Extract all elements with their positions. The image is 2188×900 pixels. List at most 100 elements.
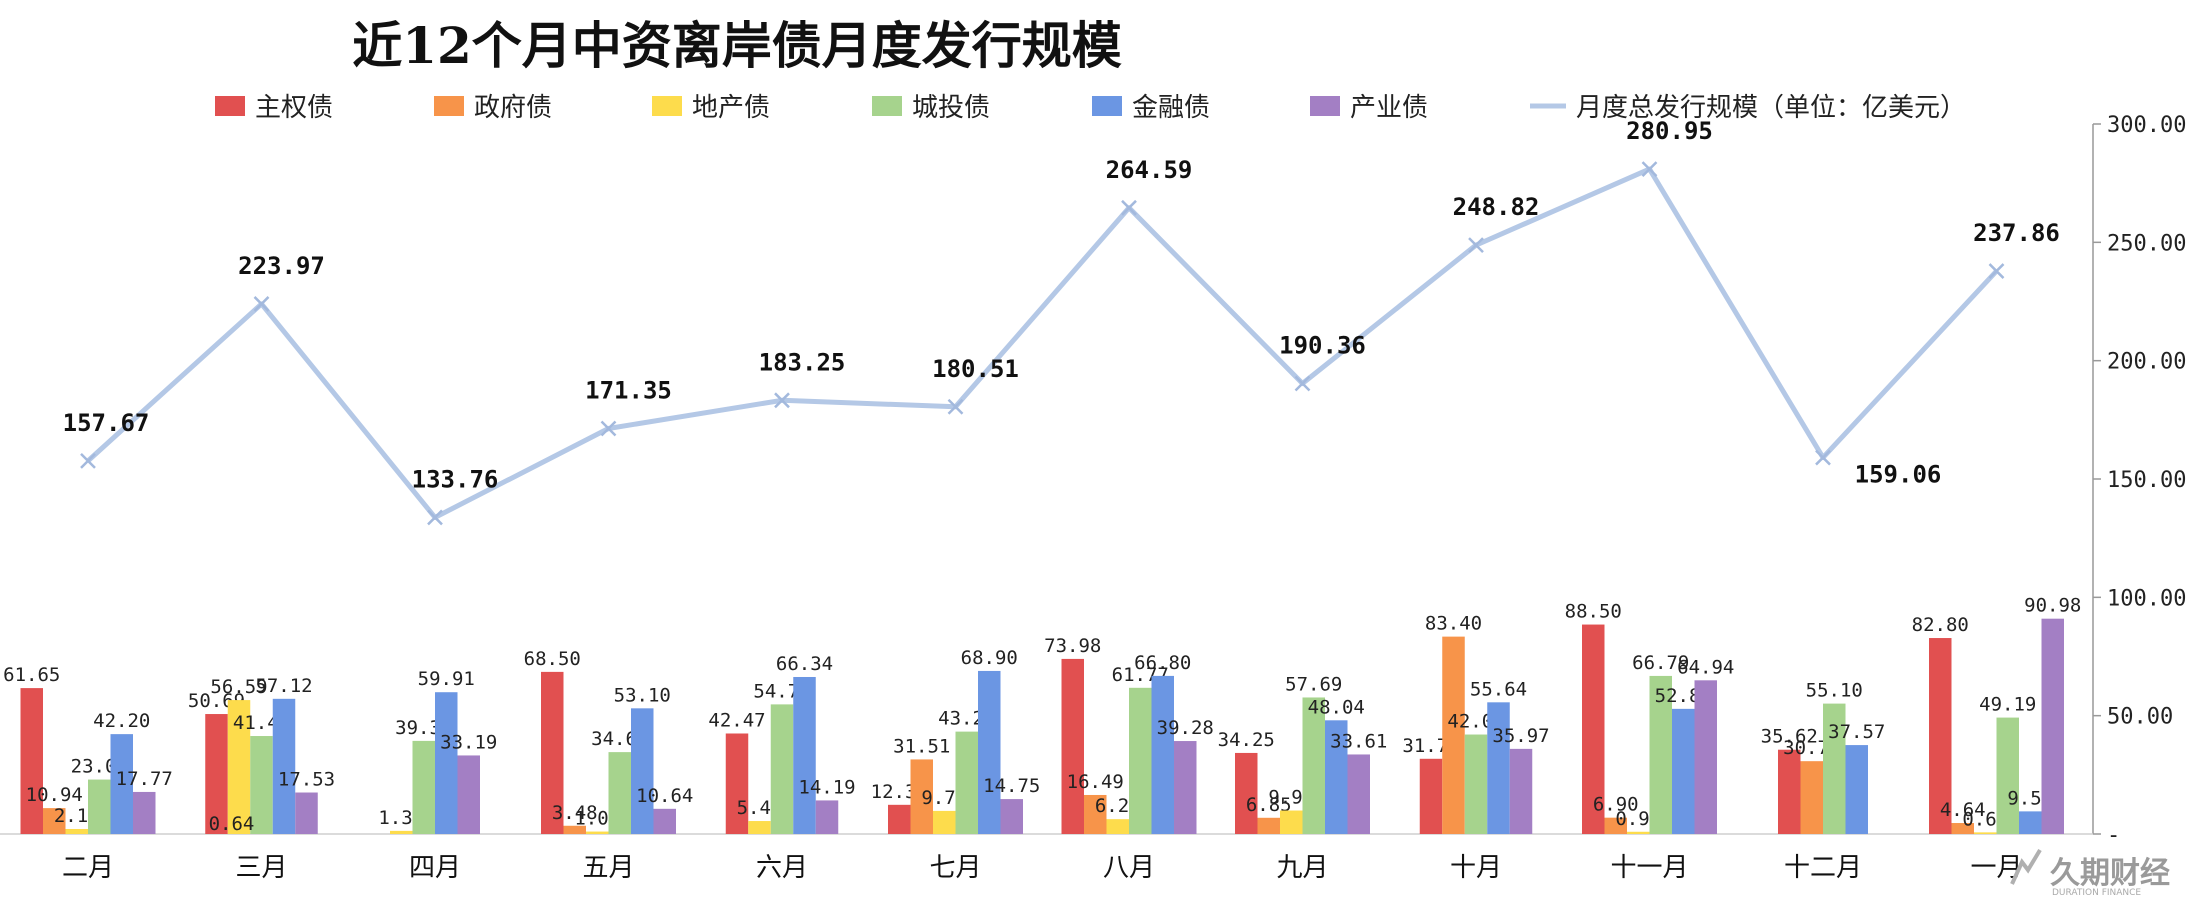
x-category-label-0: 二月 (62, 853, 114, 883)
bar-value-label-0-3: 68.50 (524, 648, 581, 670)
bar-4-6 (1151, 675, 1174, 834)
bar-4-7 (1325, 720, 1348, 834)
bar-value-label-1-3: 3.48 (552, 802, 598, 824)
bar-3-7 (1302, 697, 1325, 834)
bar-value-label-5-3: 10.64 (636, 785, 693, 807)
bar-1-7 (1257, 817, 1280, 834)
x-category-label-6: 八月 (1103, 853, 1155, 883)
bar-5-7 (1347, 754, 1370, 834)
bar-value-label-5-7: 33.61 (1330, 730, 1387, 752)
line-marker-0 (80, 452, 96, 469)
x-category-label-3: 五月 (582, 853, 634, 883)
bar-value-label-4-8: 55.64 (1470, 678, 1527, 700)
bar-2-7 (1280, 810, 1303, 834)
legend-label-1: 政府债 (474, 93, 552, 123)
bar-value-label-3-7: 57.69 (1285, 673, 1342, 695)
x-category-label-10: 十二月 (1784, 853, 1862, 883)
bar-value-label-3-10: 55.10 (1806, 680, 1863, 702)
legend-line-label: 月度总发行规模（单位：亿美元） (1576, 93, 1966, 123)
line-value-label-8: 248.82 (1453, 193, 1540, 221)
bar-value-label-0-4: 42.47 (708, 709, 765, 731)
bar-0-11 (1929, 638, 1952, 834)
bar-1-9 (1604, 817, 1627, 834)
bar-5-8 (1509, 748, 1533, 834)
y-tick-label: 250.00 (2107, 231, 2186, 256)
bar-1-11 (1951, 823, 1974, 834)
x-category-label-1: 三月 (235, 853, 287, 883)
bar-value-label-1-6: 16.49 (1067, 771, 1124, 793)
bar-3-5 (955, 731, 978, 834)
line-value-label-7: 190.36 (1279, 331, 1366, 359)
legend-label-3: 城投债 (912, 93, 990, 123)
bar-value-label-1-0: 10.94 (26, 784, 83, 806)
bar-4-0 (110, 734, 133, 834)
bar-3-11 (1996, 717, 2019, 834)
bar-3-1 (250, 736, 273, 834)
bar-0-10 (1778, 749, 1801, 834)
line-value-label-5: 180.51 (932, 355, 1019, 383)
legend-label-5: 产业债 (1350, 93, 1428, 123)
legend-label-4: 金融债 (1132, 93, 1210, 123)
bar-value-label-5-8: 35.97 (1492, 725, 1549, 747)
bar-4-3 (631, 708, 654, 834)
bar-4-1 (272, 698, 296, 834)
bar-value-label-0-9: 88.50 (1565, 601, 1622, 623)
bar-3-10 (1823, 703, 1846, 834)
y-tick-label: 100.00 (2107, 586, 2186, 611)
line-value-label-0: 157.67 (63, 409, 150, 437)
right-y-axis: 300.00 250.00 200.00 150.00 100.00 50.00 - (0, 113, 2186, 848)
bar-4-2 (435, 692, 458, 834)
bar-3-9 (1649, 675, 1672, 834)
bar-0-7 (1235, 752, 1258, 834)
bar-value-label-4-10: 37.57 (1828, 721, 1885, 743)
bar-0-4 (725, 733, 749, 834)
line-value-label-9: 280.95 (1626, 117, 1713, 145)
legend-swatch-5 (1310, 96, 1340, 116)
line-marker-9 (1641, 161, 1658, 177)
bar-3-6 (1129, 687, 1152, 834)
bar-value-label-2-1: 56.59 (210, 676, 267, 698)
watermark: 久期财经 DURATION FINANCE (2010, 848, 2170, 898)
bar-value-label-0-7: 34.25 (1218, 729, 1275, 751)
x-category-label-8: 十月 (1450, 853, 1502, 883)
bar-value-label-0-6: 73.98 (1044, 635, 1101, 657)
x-category-label-2: 四月 (409, 853, 461, 883)
bar-value-label-5-9: 64.94 (1677, 656, 1734, 678)
bar-value-label-5-11: 90.98 (2024, 595, 2081, 617)
legend-swatch-1 (434, 96, 464, 116)
bar-value-label-4-1: 57.12 (255, 675, 312, 697)
extra-value-label-0: 0.64 (209, 813, 255, 835)
bar-value-label-4-2: 59.91 (418, 668, 475, 690)
chart-title: 近12个月中资离岸债月度发行规模 (352, 16, 1122, 75)
bar-5-5 (1000, 799, 1023, 834)
total-line (86, 166, 1999, 520)
bar-3-0 (88, 779, 111, 834)
legend: 主权债 政府债 地产债 城投债 金融债 产业债 月度总发行规模（单位：亿美元） (215, 93, 1966, 123)
legend-swatch-2 (652, 96, 682, 116)
y-tick-label: 300.00 (2107, 113, 2186, 138)
bar-3-8 (1464, 734, 1488, 834)
legend-swatch-3 (872, 96, 902, 116)
bar-3-2 (412, 740, 435, 834)
bar-value-label-4-7: 48.04 (1308, 696, 1365, 718)
bar-0-5 (888, 804, 911, 834)
line-marker-4 (774, 392, 790, 409)
bar-value-label-0-11: 82.80 (1912, 614, 1969, 636)
bar-value-label-4-6: 66.80 (1134, 652, 1191, 674)
bar-4-5 (978, 670, 1001, 834)
x-category-label-7: 九月 (1276, 853, 1328, 883)
bar-value-label-3-11: 49.19 (1979, 694, 2036, 716)
bar-2-11 (1974, 832, 1997, 834)
bar-4-10 (1845, 745, 1868, 834)
line-value-label-1: 223.97 (238, 252, 325, 280)
bar-value-label-3-9: 66.79 (1632, 652, 1689, 674)
bar-5-0 (133, 791, 156, 834)
bar-3-3 (608, 752, 631, 834)
line-marker-10 (1815, 449, 1831, 466)
bar-0-6 (1061, 658, 1084, 834)
x-category-label-9: 十一月 (1610, 853, 1688, 883)
x-axis-categories: 二月 三月 四月 五月 六月 七月 八月 九月 十月 十一月 十二月 一月 (62, 853, 2023, 883)
bar-value-label-0-0: 61.65 (3, 664, 60, 686)
bar-3-4 (770, 704, 794, 834)
